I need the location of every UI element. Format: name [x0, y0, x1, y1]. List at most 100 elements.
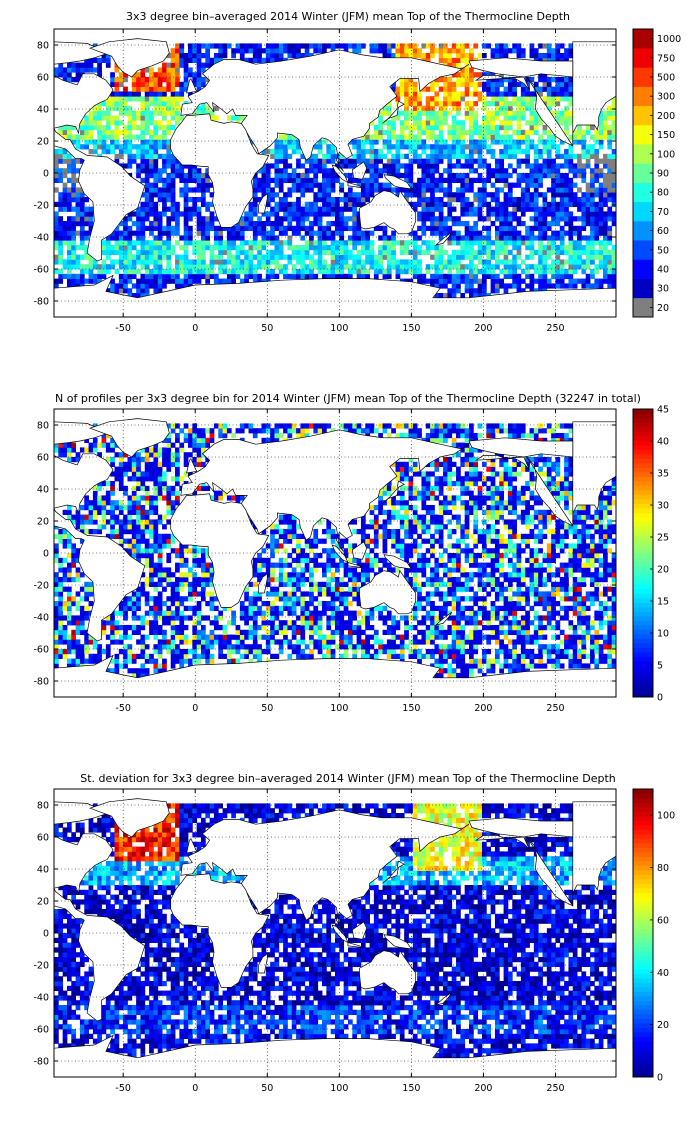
data-cell — [464, 153, 470, 159]
data-cell — [408, 134, 414, 140]
data-cell — [607, 283, 613, 289]
data-cell — [114, 639, 120, 645]
data-cell — [607, 153, 613, 159]
data-cell — [196, 278, 202, 284]
data-cell — [430, 254, 435, 260]
data-cell — [66, 601, 72, 607]
data-cell — [114, 269, 120, 275]
data-cell — [421, 177, 427, 183]
data-cell — [378, 235, 383, 241]
data-cell — [335, 211, 340, 217]
data-cell — [140, 163, 146, 169]
data-cell — [412, 182, 418, 188]
y-tick-label: 0 — [43, 169, 49, 180]
data-cell — [313, 245, 319, 251]
data-cell — [533, 177, 539, 183]
data-cell — [585, 259, 591, 265]
data-cell — [118, 153, 124, 159]
data-cell — [404, 134, 409, 140]
data-cell — [568, 197, 574, 203]
data-cell — [399, 129, 405, 135]
data-cell — [529, 206, 535, 212]
data-cell — [568, 81, 574, 87]
data-cell — [144, 610, 150, 616]
data-cell — [603, 235, 608, 241]
data-cell — [92, 43, 98, 49]
data-cell — [551, 96, 556, 102]
data-cell — [412, 254, 418, 260]
data-cell — [460, 245, 466, 251]
data-cell — [456, 221, 461, 227]
data-cell — [373, 259, 379, 265]
data-cell — [412, 269, 418, 275]
data-cell — [339, 245, 345, 251]
data-cell — [136, 533, 141, 539]
data-cell — [209, 225, 215, 231]
data-cell — [546, 168, 552, 174]
data-cell — [136, 269, 141, 275]
data-cell — [347, 240, 353, 246]
data-cell — [75, 273, 81, 279]
data-cell — [469, 206, 474, 212]
data-cell — [460, 96, 466, 102]
data-cell — [257, 230, 262, 236]
data-cell — [209, 620, 215, 626]
data-cell — [166, 254, 172, 260]
data-cell — [481, 273, 487, 279]
data-cell — [58, 639, 64, 645]
data-cell — [542, 168, 548, 174]
data-cell — [144, 163, 150, 169]
data-cell — [603, 197, 608, 203]
data-cell — [473, 211, 479, 217]
data-cell — [425, 125, 431, 131]
data-cell — [542, 230, 548, 236]
data-cell — [118, 481, 124, 487]
data-cell — [218, 639, 223, 645]
data-cell — [209, 591, 215, 597]
data-cell — [447, 240, 453, 246]
data-cell — [581, 221, 587, 227]
data-cell — [335, 43, 340, 49]
data-cell — [382, 182, 388, 188]
data-cell — [564, 177, 569, 183]
data-cell — [611, 187, 616, 193]
data-cell — [335, 273, 340, 279]
data-cell — [175, 471, 180, 477]
data-cell — [127, 235, 133, 241]
data-cell — [97, 442, 102, 448]
data-cell — [114, 610, 120, 616]
data-cell — [84, 264, 89, 270]
data-cell — [54, 557, 59, 563]
data-cell — [235, 254, 241, 260]
data-cell — [412, 206, 418, 212]
data-cell — [408, 187, 414, 193]
data-cell — [123, 596, 128, 602]
data-cell — [270, 48, 275, 54]
data-cell — [417, 134, 422, 140]
data-cell — [564, 57, 569, 63]
data-cell — [486, 101, 492, 107]
data-cell — [88, 62, 94, 68]
data-cell — [58, 577, 64, 583]
data-cell — [54, 586, 59, 592]
data-cell — [252, 221, 258, 227]
data-cell — [200, 596, 206, 602]
data-cell — [347, 163, 353, 169]
data-cell — [581, 197, 587, 203]
data-cell — [451, 96, 457, 102]
data-cell — [261, 221, 267, 227]
data-cell — [175, 254, 180, 260]
data-cell — [559, 225, 565, 231]
data-cell — [590, 182, 595, 188]
data-cell — [213, 490, 219, 496]
data-cell — [123, 466, 128, 472]
data-cell — [92, 529, 98, 535]
data-cell — [456, 153, 461, 159]
data-cell — [365, 235, 370, 241]
data-cell — [97, 495, 102, 501]
data-cell — [464, 235, 470, 241]
data-cell — [162, 91, 167, 97]
data-cell — [304, 269, 310, 275]
data-cell — [200, 639, 206, 645]
data-cell — [170, 653, 176, 659]
